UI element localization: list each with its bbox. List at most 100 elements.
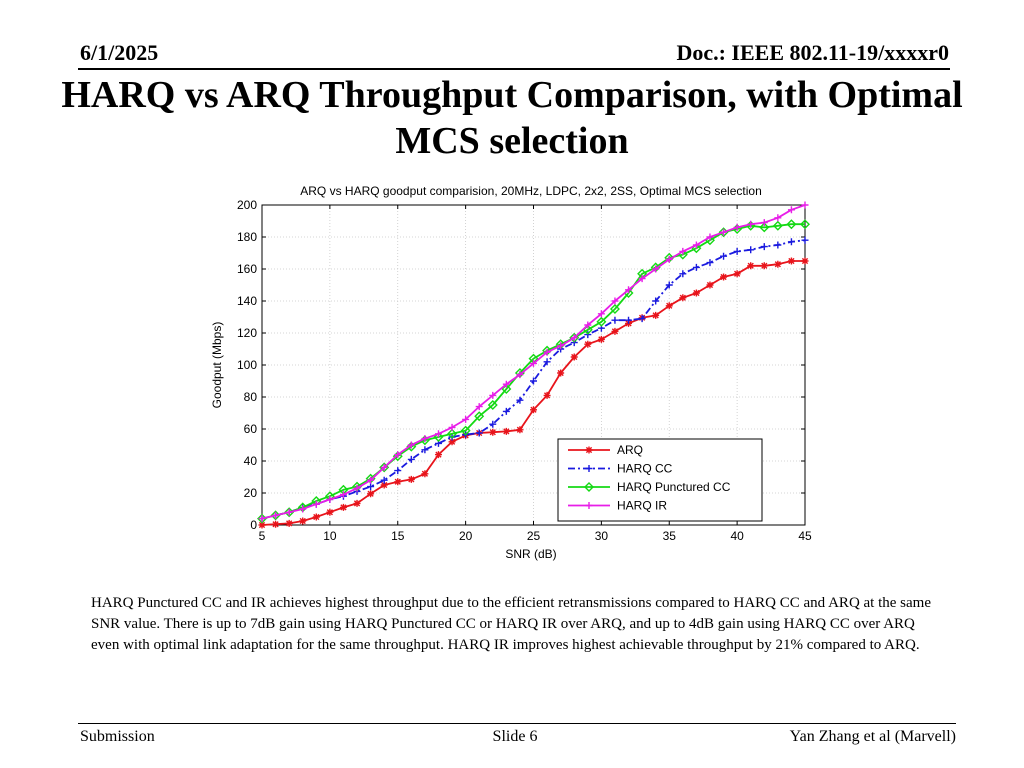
y-tick-label: 20	[244, 486, 258, 500]
data-point-arq	[597, 335, 605, 343]
data-point-harq-cc	[543, 358, 551, 366]
data-point-arq	[258, 521, 266, 529]
data-point-arq	[570, 353, 578, 361]
data-point-harq-punctured-cc	[501, 384, 512, 394]
y-tick-label: 100	[237, 358, 257, 372]
data-point-arq	[285, 519, 293, 527]
data-point-harq-ir	[611, 297, 619, 305]
data-point-harq-punctured-cc	[786, 219, 797, 230]
data-point-harq-cc	[516, 396, 524, 404]
document-id: Doc.: IEEE 802.11-19/xxxxr0	[676, 40, 949, 65]
data-point-harq-ir	[448, 423, 456, 431]
data-point-harq-punctured-cc	[800, 219, 810, 230]
header-divider	[78, 68, 950, 70]
data-point-harq-ir	[733, 223, 741, 231]
footer-submission: Submission	[80, 728, 155, 745]
data-point-harq-ir	[692, 241, 700, 249]
x-tick-label: 25	[527, 529, 541, 543]
legend-label-harq-cc: HARQ CC	[617, 462, 673, 476]
data-point-arq	[801, 257, 809, 265]
data-point-harq-ir	[597, 310, 605, 318]
data-point-harq-ir	[502, 380, 510, 388]
series-harq-ir	[258, 201, 809, 523]
data-point-harq-cc	[367, 483, 375, 491]
y-axis-label: Goodput (Mbps)	[210, 322, 224, 409]
x-tick-label: 5	[259, 529, 266, 543]
slide-date: 6/1/2025	[80, 40, 159, 65]
data-point-harq-ir	[543, 348, 551, 356]
data-point-arq	[530, 406, 537, 414]
data-point-arq	[367, 490, 375, 498]
data-point-harq-cc	[665, 281, 673, 289]
data-point-arq	[353, 499, 361, 507]
x-tick-label: 10	[323, 529, 337, 543]
data-point-harq-punctured-cc	[487, 400, 498, 410]
data-point-harq-ir	[312, 500, 320, 508]
y-tick-label: 60	[244, 422, 258, 436]
data-point-arq	[434, 451, 442, 459]
legend-marker-harq-cc	[585, 465, 593, 472]
data-point-arq	[421, 470, 429, 478]
x-tick-label: 15	[391, 529, 405, 543]
data-point-harq-cc	[638, 315, 646, 323]
legend-box	[557, 438, 763, 522]
legend-marker-harq-punctured-cc	[584, 482, 594, 492]
data-point-harq-punctured-cc	[596, 316, 607, 327]
data-point-harq-ir	[285, 508, 293, 516]
data-point-harq-cc	[421, 446, 429, 454]
data-point-arq	[448, 438, 456, 446]
data-point-harq-ir	[570, 334, 578, 342]
data-point-arq	[611, 327, 619, 335]
y-tick-label: 140	[237, 294, 257, 308]
data-point-harq-cc	[394, 467, 402, 475]
y-tick-label: 80	[244, 390, 258, 404]
x-tick-label: 20	[459, 529, 473, 543]
legend: ARQ HARQ CC HARQ Punctured CC HARQ IR	[557, 438, 763, 522]
data-point-arq	[774, 260, 782, 268]
x-tick-label: 35	[663, 529, 677, 543]
data-point-arq	[557, 369, 565, 377]
data-point-harq-ir	[434, 430, 442, 438]
data-point-arq	[787, 257, 795, 265]
data-point-arq	[272, 520, 280, 528]
data-point-harq-cc	[692, 263, 700, 271]
data-point-harq-ir	[638, 275, 646, 283]
data-point-arq	[747, 262, 755, 270]
data-point-harq-ir	[299, 505, 307, 513]
footer-author: Yan Zhang et al (Marvell)	[789, 728, 956, 745]
data-point-harq-cc	[760, 243, 768, 251]
data-point-arq	[312, 513, 320, 521]
slide-title: HARQ vs ARQ Throughput Comparison, with …	[61, 74, 963, 162]
data-point-harq-cc	[720, 252, 728, 260]
data-point-harq-ir	[787, 206, 795, 214]
y-tick-label: 120	[237, 326, 257, 340]
data-point-arq	[706, 281, 714, 289]
data-point-harq-cc	[801, 236, 809, 244]
data-point-harq-punctured-cc	[474, 411, 485, 422]
data-point-harq-cc	[380, 476, 388, 484]
data-point-harq-ir	[706, 233, 714, 241]
data-point-harq-ir	[557, 342, 565, 350]
data-point-harq-ir	[326, 495, 334, 503]
data-point-harq-ir	[530, 359, 537, 367]
data-point-harq-ir	[625, 286, 633, 294]
series-line-harq-punctured-cc	[261, 223, 805, 520]
y-tick-label: 0	[250, 518, 257, 532]
data-point-arq	[516, 426, 524, 434]
data-point-arq	[489, 428, 497, 436]
data-point-harq-ir	[584, 321, 592, 329]
slide-caption: HARQ Punctured CC and IR achieves highes…	[91, 595, 931, 653]
legend-label-harq-punctured-cc: HARQ Punctured CC	[617, 480, 731, 494]
data-point-arq	[299, 517, 307, 525]
legend-marker-arq	[585, 446, 593, 454]
data-point-harq-punctured-cc	[609, 304, 620, 314]
legend-label-arq: ARQ	[617, 443, 643, 457]
data-point-harq-cc	[787, 238, 795, 246]
legend-marker-harq-ir	[585, 502, 593, 509]
data-point-harq-ir	[679, 247, 687, 255]
data-point-harq-ir	[339, 491, 347, 499]
data-point-harq-cc	[652, 297, 660, 305]
data-point-harq-ir	[421, 435, 429, 443]
chart-title: ARQ vs HARQ goodput comparision, 20MHz, …	[300, 184, 762, 198]
footer-slide-number: Slide 6	[492, 728, 538, 745]
